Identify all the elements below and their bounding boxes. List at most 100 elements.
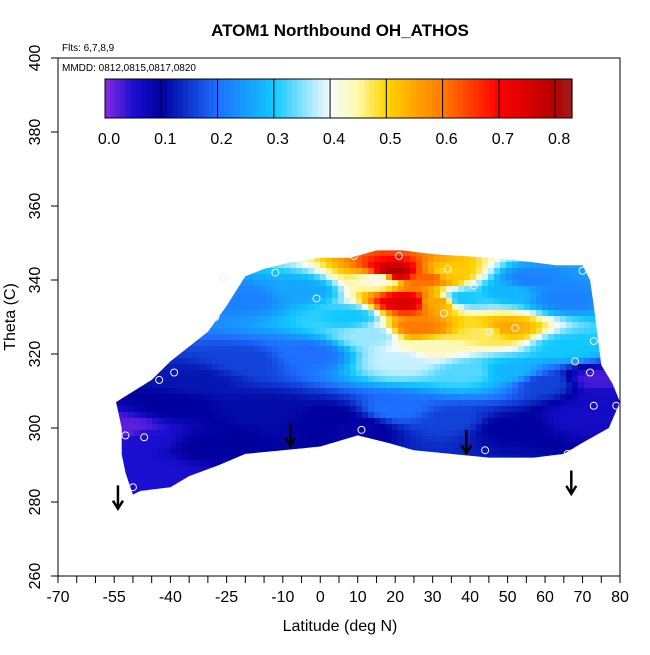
field-cell xyxy=(404,430,411,437)
field-cell xyxy=(596,364,603,371)
field-cell xyxy=(230,250,237,257)
field-cell xyxy=(188,292,195,299)
field-cell xyxy=(530,346,537,353)
field-cell xyxy=(188,316,195,323)
field-cell xyxy=(194,430,201,437)
field-cell xyxy=(194,406,201,413)
field-cell xyxy=(146,286,153,293)
field-cell xyxy=(290,370,297,377)
field-cell xyxy=(386,436,393,443)
field-cell xyxy=(320,328,327,335)
field-cell xyxy=(542,430,549,437)
field-cell xyxy=(500,460,507,467)
field-cell xyxy=(212,250,219,257)
field-cell xyxy=(296,346,303,353)
field-cell xyxy=(578,490,585,495)
field-cell xyxy=(506,490,513,495)
field-cell xyxy=(512,292,519,299)
field-cell xyxy=(122,394,129,401)
field-cell xyxy=(530,256,537,263)
field-cell xyxy=(506,454,513,461)
field-cell xyxy=(524,250,531,257)
field-cell xyxy=(194,466,201,473)
field-cell xyxy=(506,382,513,389)
field-cell xyxy=(584,430,591,437)
colorbar-segment xyxy=(447,79,454,118)
field-cell xyxy=(578,268,585,275)
field-cell xyxy=(410,250,417,257)
field-cell xyxy=(308,298,315,305)
field-cell xyxy=(266,286,273,293)
field-cell xyxy=(446,424,453,431)
field-cell xyxy=(164,328,171,335)
field-cell xyxy=(272,316,279,323)
field-cell xyxy=(122,358,129,365)
field-cell xyxy=(116,400,123,407)
field-cell xyxy=(272,430,279,437)
field-cell xyxy=(194,304,201,311)
field-cell xyxy=(242,400,249,407)
field-cell xyxy=(476,262,483,269)
field-cell xyxy=(386,412,393,419)
field-cell xyxy=(302,442,309,449)
field-cell xyxy=(308,322,315,329)
field-cell xyxy=(512,424,519,431)
colorbar-segment xyxy=(546,79,552,118)
field-cell xyxy=(578,292,585,299)
field-cell xyxy=(380,322,387,329)
x-tick-label: 70 xyxy=(574,589,592,606)
field-cell xyxy=(554,466,561,473)
field-cell xyxy=(584,442,591,449)
field-cell xyxy=(608,280,615,287)
field-cell xyxy=(590,412,597,419)
field-cell xyxy=(362,418,369,425)
field-cell xyxy=(398,496,405,503)
field-cell xyxy=(152,358,159,365)
field-cell xyxy=(440,388,447,395)
field-cell xyxy=(524,286,531,293)
field-cell xyxy=(548,436,555,443)
field-cell xyxy=(188,364,195,371)
field-cell xyxy=(404,262,411,269)
field-cell xyxy=(524,304,531,311)
field-cell xyxy=(116,454,117,461)
field-cell xyxy=(158,388,165,395)
field-cell xyxy=(530,274,537,281)
field-cell xyxy=(350,286,357,293)
field-cell xyxy=(356,334,363,341)
field-cell xyxy=(452,442,459,449)
field-cell xyxy=(260,454,267,461)
field-cell xyxy=(308,430,315,437)
field-cell xyxy=(404,448,411,455)
field-cell xyxy=(428,412,435,419)
field-cell xyxy=(560,292,567,299)
field-cell xyxy=(404,478,411,485)
field-cell xyxy=(278,322,285,329)
field-cell xyxy=(542,412,549,419)
field-cell xyxy=(596,484,603,491)
field-cell xyxy=(470,340,477,347)
field-cell xyxy=(470,364,477,371)
field-cell xyxy=(194,340,201,347)
field-cell xyxy=(416,394,423,401)
field-cell xyxy=(230,448,237,455)
field-cell xyxy=(494,490,501,495)
field-cell xyxy=(296,454,303,461)
field-cell xyxy=(392,340,399,347)
field-cell xyxy=(164,298,171,305)
field-cell xyxy=(230,286,237,293)
field-cell xyxy=(536,256,543,263)
observation-point xyxy=(121,431,130,440)
field-cell xyxy=(530,466,537,473)
field-cell xyxy=(542,358,549,365)
field-cell xyxy=(302,298,309,305)
field-cell xyxy=(584,454,591,461)
field-cell xyxy=(176,388,183,395)
field-cell xyxy=(500,364,507,371)
field-cell xyxy=(596,250,603,257)
field-cell xyxy=(260,490,267,495)
field-cell xyxy=(236,424,243,431)
field-cell xyxy=(560,352,567,359)
field-cell xyxy=(116,250,117,257)
colorbar: 0.0 0.1 0.2 0.3 0.4 0.5 0.6 0.7 0.8 xyxy=(98,78,573,148)
